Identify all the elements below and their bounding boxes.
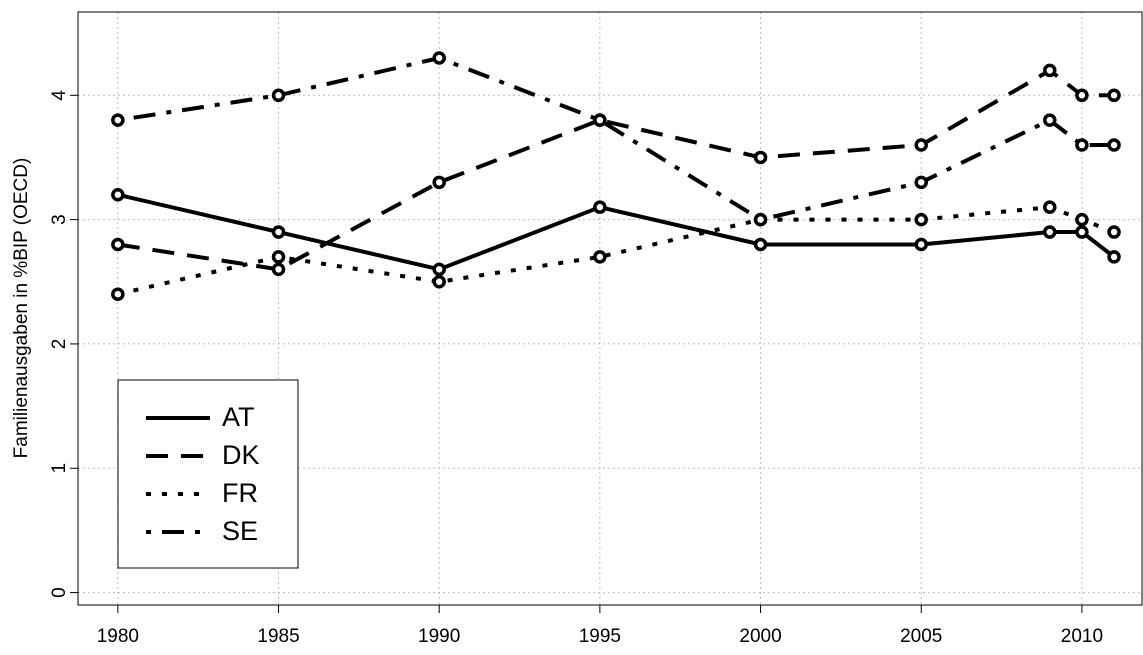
data-point (914, 138, 928, 152)
data-point (1043, 225, 1057, 239)
data-point (1075, 212, 1089, 227)
data-point (914, 175, 928, 190)
data-point (111, 113, 125, 127)
data-point (432, 175, 446, 190)
y-tick-label: 1 (49, 463, 70, 474)
data-point (753, 212, 768, 227)
legend-label: SE (222, 516, 258, 546)
data-point (1075, 88, 1089, 103)
data-point (111, 187, 125, 202)
data-point (271, 225, 286, 239)
data-point (1043, 200, 1057, 214)
x-tick-label: 2000 (739, 626, 781, 647)
x-tick-label: 2005 (900, 626, 942, 647)
data-point (914, 212, 928, 227)
plot-frame (77, 11, 1143, 606)
legend-box (117, 379, 299, 569)
x-tick-label: 1990 (418, 626, 460, 647)
y-tick-label: 4 (49, 90, 70, 101)
data-point (111, 287, 125, 301)
data-point (593, 200, 607, 214)
data-point (1107, 250, 1121, 264)
x-tick-label: 1985 (257, 626, 299, 647)
data-point (271, 262, 286, 277)
y-tick-label: 0 (49, 587, 70, 598)
y-tick-label: 3 (49, 214, 70, 225)
data-point (432, 262, 446, 277)
x-tick-label: 1995 (579, 626, 621, 647)
data-point (432, 51, 446, 65)
series-line (117, 55, 1115, 222)
data-point (1075, 138, 1089, 152)
data-point (914, 237, 928, 252)
data-point (271, 250, 286, 264)
series-line (117, 205, 1115, 297)
data-point (1107, 88, 1121, 103)
data-point (111, 237, 125, 252)
data-point (1107, 225, 1121, 239)
y-axis-label: Familienausgaben in %BIP (OECD) (11, 158, 32, 459)
data-point (271, 88, 286, 103)
legend-label: FR (222, 478, 258, 508)
x-tick-label: 2010 (1061, 626, 1103, 647)
data-point (432, 275, 446, 289)
y-tick-label: 2 (49, 339, 70, 350)
data-point (1043, 63, 1057, 78)
x-tick-label: 1980 (97, 626, 139, 647)
data-point (753, 237, 768, 252)
legend-label: AT (222, 402, 255, 432)
data-point (753, 150, 768, 165)
legend-label: DK (222, 440, 260, 470)
data-point (1075, 225, 1089, 239)
data-point (593, 113, 607, 127)
data-point (593, 250, 607, 264)
series-line (117, 192, 1116, 272)
data-point (1107, 138, 1121, 152)
data-point (1043, 113, 1057, 127)
